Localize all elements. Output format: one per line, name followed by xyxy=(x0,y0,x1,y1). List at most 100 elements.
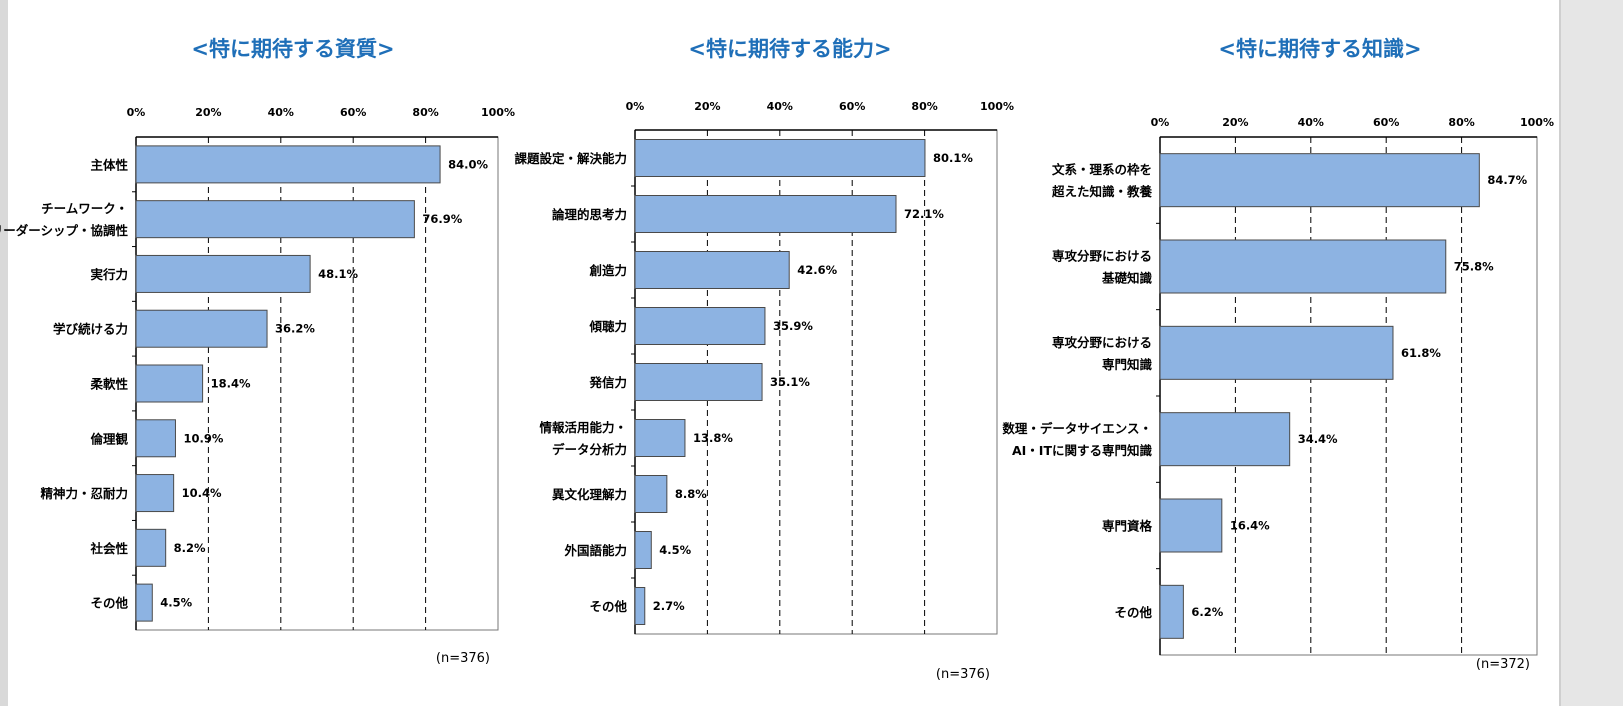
chart-1: <特に期待する資質> 0% 20% 40% 60% 80% 100% 84.0% 主体性 76.9… xyxy=(0,37,515,666)
chart-title: <特に期待する知識> xyxy=(1218,37,1421,61)
bar xyxy=(1159,584,1184,639)
category-label: その他 xyxy=(1114,605,1152,620)
tick-label: 0% xyxy=(626,100,645,113)
category-label-line: 主体性 xyxy=(90,157,128,172)
tick-label: 100% xyxy=(1520,116,1554,129)
category-label: 主体性 xyxy=(90,157,128,172)
bar xyxy=(1159,498,1223,553)
bar xyxy=(1159,239,1447,294)
data-label: 13.8% xyxy=(693,431,733,445)
data-label: 4.5% xyxy=(659,543,691,557)
bar xyxy=(1159,153,1480,208)
category-label: 精神力・忍耐力 xyxy=(40,486,128,501)
data-label: 80.1% xyxy=(933,151,973,165)
category-label-line: 論理的思考力 xyxy=(552,207,627,222)
category-label: 柔軟性 xyxy=(89,377,128,392)
bar xyxy=(634,139,926,177)
tick-label: 40% xyxy=(268,106,294,119)
category-label-line: AI・ITに関する専門知識 xyxy=(1012,443,1153,458)
data-label: 84.7% xyxy=(1487,173,1527,187)
bar xyxy=(135,309,268,348)
tick-label: 60% xyxy=(1373,116,1399,129)
category-label-line: 発信力 xyxy=(588,375,627,390)
category-label-line: チームワーク・ xyxy=(41,201,128,216)
category-label: 専門資格 xyxy=(1102,519,1153,534)
tick-label: 0% xyxy=(1151,116,1170,129)
tick-label: 60% xyxy=(340,106,366,119)
category-label: 社会性 xyxy=(89,541,128,556)
category-label-line: 専攻分野における xyxy=(1052,249,1152,264)
tick-label: 20% xyxy=(1222,116,1248,129)
data-label: 8.2% xyxy=(174,541,206,555)
data-label: 75.8% xyxy=(1454,260,1494,274)
bar xyxy=(634,251,790,289)
tick-label: 100% xyxy=(980,100,1014,113)
bar xyxy=(634,419,686,457)
category-label-line: 社会性 xyxy=(89,541,128,556)
data-label: 35.1% xyxy=(770,375,810,389)
category-label: 学び続ける力 xyxy=(53,322,128,337)
category-label: 数理・データサイエンス・ AI・ITに関する専門知識 xyxy=(1001,421,1152,458)
bar xyxy=(1159,325,1394,380)
category-label-line: その他 xyxy=(1114,605,1152,620)
data-label: 10.4% xyxy=(182,486,222,500)
chart-title: <特に期待する能力> xyxy=(688,37,891,61)
category-label-line: 学び続ける力 xyxy=(53,322,128,337)
bar xyxy=(135,254,311,293)
category-label-line: 外国語能力 xyxy=(563,543,627,558)
category-label-line: 傾聴力 xyxy=(588,319,627,334)
category-label-line: 異文化理解力 xyxy=(552,487,627,502)
data-label: 42.6% xyxy=(797,263,837,277)
tick-label: 80% xyxy=(911,100,937,113)
bar xyxy=(634,195,897,233)
bar xyxy=(135,145,441,184)
tick-label: 60% xyxy=(839,100,865,113)
plot-frame xyxy=(1159,136,1538,656)
category-label: その他 xyxy=(90,596,128,611)
category-label: 外国語能力 xyxy=(563,543,627,558)
category-label-line: 文系・理系の枠を xyxy=(1052,162,1152,177)
category-label: 発信力 xyxy=(588,375,627,390)
category-label: 文系・理系の枠を超えた知識・教養 xyxy=(1051,162,1153,199)
sample-size-note: (n=372) xyxy=(1476,657,1530,672)
category-label-line: 専門資格 xyxy=(1102,519,1153,534)
category-label: 情報活用能力・データ分析力 xyxy=(539,420,627,457)
bar xyxy=(634,307,766,345)
bar xyxy=(135,419,176,458)
category-label: 傾聴力 xyxy=(588,319,627,334)
category-label: 課題設定・解決能力 xyxy=(514,151,627,166)
tick-label: 100% xyxy=(481,106,515,119)
right-scrollbar-area xyxy=(1559,0,1623,706)
data-label: 10.9% xyxy=(183,431,223,445)
tick-label: 20% xyxy=(694,100,720,113)
bar xyxy=(135,583,153,622)
category-label-line: 情報活用能力・ xyxy=(539,420,627,435)
category-label-line: 数理・データサイエンス・ xyxy=(1001,421,1152,436)
category-label-line: リーダーシップ・協調性 xyxy=(0,223,128,238)
chart-3: <特に期待する知識> 0% 20% 40% 60% 80% 100% 84.7% 文系・理系の枠… xyxy=(1001,37,1554,672)
data-label: 48.1% xyxy=(318,267,358,281)
data-label: 2.7% xyxy=(653,599,685,613)
category-label-line: データ分析力 xyxy=(552,442,627,457)
data-label: 36.2% xyxy=(275,322,315,336)
bar xyxy=(1159,412,1291,467)
category-label-line: 倫理観 xyxy=(90,431,128,446)
bar xyxy=(135,528,167,567)
data-label: 8.8% xyxy=(675,487,707,501)
category-label: 実行力 xyxy=(90,267,128,282)
chart-2: <特に期待する能力> 0% 20% 40% 60% 80% 100% 80.1% 課題設定・解決… xyxy=(514,37,1014,682)
category-label-line: 実行力 xyxy=(90,267,128,282)
category-label: 専攻分野における専門知識 xyxy=(1052,335,1153,372)
sample-size-note: (n=376) xyxy=(936,667,990,682)
tick-label: 80% xyxy=(1448,116,1474,129)
bar xyxy=(634,587,646,625)
tick-label: 40% xyxy=(767,100,793,113)
data-label: 72.1% xyxy=(904,207,944,221)
bar xyxy=(634,531,652,569)
category-label-line: 課題設定・解決能力 xyxy=(514,151,627,166)
bar xyxy=(634,475,668,513)
category-label: チームワーク・リーダーシップ・協調性 xyxy=(0,201,128,238)
category-label-line: 柔軟性 xyxy=(89,377,128,392)
sample-size-note: (n=376) xyxy=(436,651,490,666)
data-label: 18.4% xyxy=(211,377,251,391)
